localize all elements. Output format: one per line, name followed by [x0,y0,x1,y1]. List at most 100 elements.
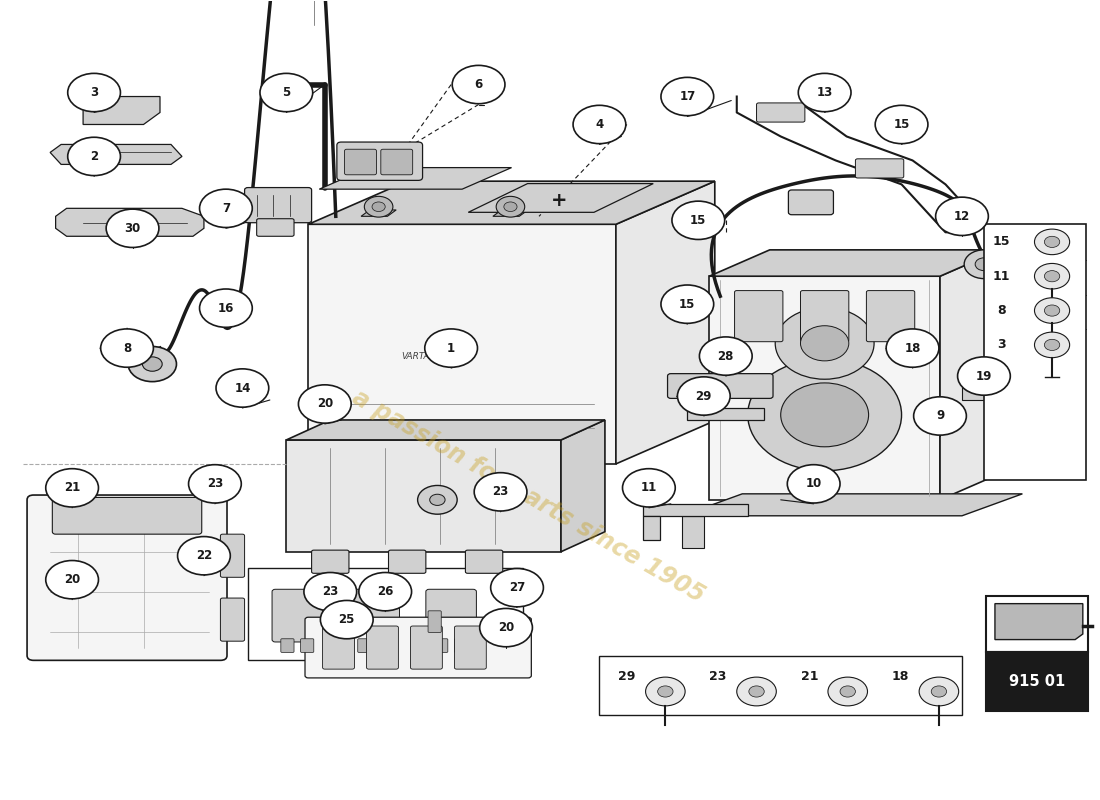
Circle shape [304,573,356,611]
Polygon shape [984,224,1086,480]
Circle shape [920,677,959,706]
Text: 21: 21 [64,482,80,494]
Text: 20: 20 [498,621,514,634]
Circle shape [678,377,730,415]
Polygon shape [682,516,704,548]
Text: 6: 6 [474,78,483,91]
Text: 18: 18 [904,342,921,354]
Polygon shape [56,208,204,236]
Circle shape [504,202,517,211]
FancyBboxPatch shape [789,190,834,214]
Circle shape [270,79,285,90]
Polygon shape [682,494,1022,516]
Text: 29: 29 [618,670,636,683]
FancyBboxPatch shape [434,638,448,652]
Circle shape [801,326,849,361]
Circle shape [658,686,673,697]
Text: a passion for parts since 1905: a passion for parts since 1905 [348,385,708,607]
Circle shape [188,465,241,503]
Text: 23: 23 [710,670,727,683]
Circle shape [199,289,252,327]
Circle shape [452,66,505,104]
Circle shape [661,78,714,116]
FancyBboxPatch shape [801,290,849,342]
FancyBboxPatch shape [322,626,354,669]
Circle shape [298,385,351,423]
FancyBboxPatch shape [300,638,313,652]
FancyBboxPatch shape [465,550,503,574]
FancyBboxPatch shape [668,374,773,398]
Polygon shape [710,276,940,500]
Text: 3: 3 [998,338,1005,351]
Text: 25: 25 [339,613,355,626]
FancyBboxPatch shape [244,187,311,222]
Circle shape [1034,332,1069,358]
FancyBboxPatch shape [337,142,422,180]
FancyBboxPatch shape [220,534,244,578]
FancyBboxPatch shape [53,498,201,534]
FancyBboxPatch shape [349,590,399,642]
FancyBboxPatch shape [454,626,486,669]
Circle shape [672,201,725,239]
FancyBboxPatch shape [366,626,398,669]
Circle shape [142,357,162,371]
Polygon shape [493,210,528,216]
Text: +: + [551,191,568,210]
FancyBboxPatch shape [426,590,476,642]
Circle shape [1044,270,1059,282]
Circle shape [199,189,252,227]
FancyBboxPatch shape [735,290,783,342]
Text: 22: 22 [196,550,212,562]
Text: 5: 5 [283,86,290,99]
FancyBboxPatch shape [305,618,531,678]
Circle shape [480,609,532,646]
FancyBboxPatch shape [856,159,904,178]
Polygon shape [940,250,1000,500]
Circle shape [128,346,176,382]
Text: 7: 7 [222,202,230,215]
Circle shape [1034,298,1069,323]
Circle shape [496,196,525,217]
Text: 15: 15 [690,214,706,227]
Circle shape [1034,229,1069,254]
FancyBboxPatch shape [358,638,371,652]
Text: 20: 20 [317,398,333,410]
Polygon shape [994,604,1082,639]
Text: 20: 20 [64,573,80,586]
FancyBboxPatch shape [220,598,244,641]
Text: 915 01: 915 01 [1009,674,1066,689]
Polygon shape [644,516,660,540]
FancyBboxPatch shape [344,150,376,174]
Text: 11: 11 [640,482,657,494]
Circle shape [958,357,1010,395]
Polygon shape [84,97,160,125]
FancyBboxPatch shape [256,218,294,236]
Circle shape [788,465,840,503]
FancyBboxPatch shape [454,638,467,652]
FancyBboxPatch shape [272,590,322,642]
Circle shape [932,686,947,697]
Polygon shape [51,145,182,165]
Polygon shape [286,420,605,440]
FancyBboxPatch shape [388,550,426,574]
Text: 3: 3 [90,86,98,99]
Polygon shape [986,596,1088,651]
Circle shape [840,686,856,697]
Circle shape [776,307,875,379]
Polygon shape [600,655,962,715]
Polygon shape [308,181,715,224]
FancyBboxPatch shape [334,611,348,632]
Polygon shape [688,408,764,420]
Circle shape [46,469,99,507]
FancyBboxPatch shape [428,611,441,632]
Text: 8: 8 [998,304,1005,317]
Circle shape [46,561,99,599]
Circle shape [646,677,685,706]
Polygon shape [469,183,653,212]
Circle shape [965,250,1003,278]
Text: 26: 26 [377,585,394,598]
Polygon shape [616,181,715,464]
Polygon shape [361,210,396,216]
Text: 19: 19 [976,370,992,382]
Circle shape [700,337,752,375]
